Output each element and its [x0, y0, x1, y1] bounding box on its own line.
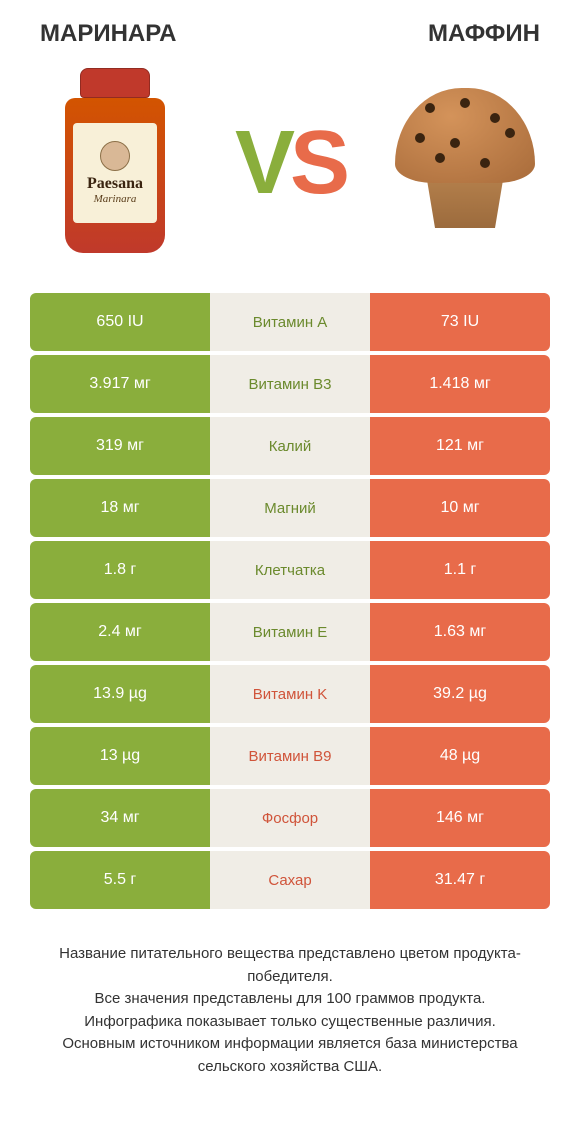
- jar-brand-text: Paesana: [87, 175, 143, 193]
- nutrient-label: Витамин K: [210, 665, 370, 723]
- right-value: 48 µg: [370, 727, 550, 785]
- header: МАРИНАРА МАФФИН: [0, 0, 580, 53]
- nutrient-row: 13.9 µgВитамин K39.2 µg: [30, 665, 550, 723]
- nutrient-row: 1.8 гКлетчатка1.1 г: [30, 541, 550, 599]
- nutrient-row: 18 мгМагний10 мг: [30, 479, 550, 537]
- left-value: 2.4 мг: [30, 603, 210, 661]
- vs-s: S: [290, 113, 345, 213]
- left-product-title: МАРИНАРА: [40, 20, 176, 48]
- footer-line-3: Инфографика показывает только существенн…: [30, 1011, 550, 1034]
- left-value: 13 µg: [30, 727, 210, 785]
- nutrient-label: Сахар: [210, 851, 370, 909]
- choc-chip-icon: [415, 133, 425, 143]
- footer-line-1: Название питательного вещества представл…: [30, 943, 550, 988]
- nutrient-row: 34 мгФосфор146 мг: [30, 789, 550, 847]
- left-value: 34 мг: [30, 789, 210, 847]
- nutrient-label: Витамин A: [210, 293, 370, 351]
- nutrient-label: Витамин B3: [210, 355, 370, 413]
- nutrient-label: Калий: [210, 417, 370, 475]
- nutrient-label: Фосфор: [210, 789, 370, 847]
- footer-line-4: Основным источником информации является …: [30, 1033, 550, 1078]
- choc-chip-icon: [450, 138, 460, 148]
- product-images-row: Paesana Marinara VS: [0, 53, 580, 293]
- choc-chip-icon: [460, 98, 470, 108]
- jar-sub-text: Marinara: [94, 193, 137, 205]
- choc-chip-icon: [480, 158, 490, 168]
- left-value: 13.9 µg: [30, 665, 210, 723]
- right-value: 1.1 г: [370, 541, 550, 599]
- infographic-container: МАРИНАРА МАФФИН Paesana Marinara VS: [0, 0, 580, 1144]
- left-value: 650 IU: [30, 293, 210, 351]
- right-value: 73 IU: [370, 293, 550, 351]
- footer-line-2: Все значения представлены для 100 граммо…: [30, 988, 550, 1011]
- nutrient-row: 2.4 мгВитамин E1.63 мг: [30, 603, 550, 661]
- nutrient-row: 650 IUВитамин A73 IU: [30, 293, 550, 351]
- choc-chip-icon: [490, 113, 500, 123]
- right-value: 1.418 мг: [370, 355, 550, 413]
- nutrient-label: Клетчатка: [210, 541, 370, 599]
- left-value: 5.5 г: [30, 851, 210, 909]
- choc-chip-icon: [435, 153, 445, 163]
- nutrient-row: 319 мгКалий121 мг: [30, 417, 550, 475]
- nutrient-row: 13 µgВитамин B948 µg: [30, 727, 550, 785]
- left-value: 18 мг: [30, 479, 210, 537]
- nutrient-label: Витамин E: [210, 603, 370, 661]
- nutrient-table: 650 IUВитамин A73 IU3.917 мгВитамин B31.…: [0, 293, 580, 909]
- left-value: 319 мг: [30, 417, 210, 475]
- choc-chip-icon: [425, 103, 435, 113]
- marinara-jar-image: Paesana Marinara: [40, 63, 190, 263]
- vs-label: VS: [235, 112, 345, 215]
- right-value: 10 мг: [370, 479, 550, 537]
- right-value: 39.2 µg: [370, 665, 550, 723]
- vs-v: V: [235, 113, 290, 213]
- choc-chip-icon: [505, 128, 515, 138]
- nutrient-label: Магний: [210, 479, 370, 537]
- nutrient-row: 5.5 гСахар31.47 г: [30, 851, 550, 909]
- right-value: 1.63 мг: [370, 603, 550, 661]
- nutrient-label: Витамин B9: [210, 727, 370, 785]
- footer-notes: Название питательного вещества представл…: [0, 913, 580, 1098]
- right-value: 31.47 г: [370, 851, 550, 909]
- right-value: 121 мг: [370, 417, 550, 475]
- left-value: 1.8 г: [30, 541, 210, 599]
- right-value: 146 мг: [370, 789, 550, 847]
- muffin-image: [390, 63, 540, 263]
- right-product-title: МАФФИН: [428, 20, 540, 48]
- nutrient-row: 3.917 мгВитамин B31.418 мг: [30, 355, 550, 413]
- left-value: 3.917 мг: [30, 355, 210, 413]
